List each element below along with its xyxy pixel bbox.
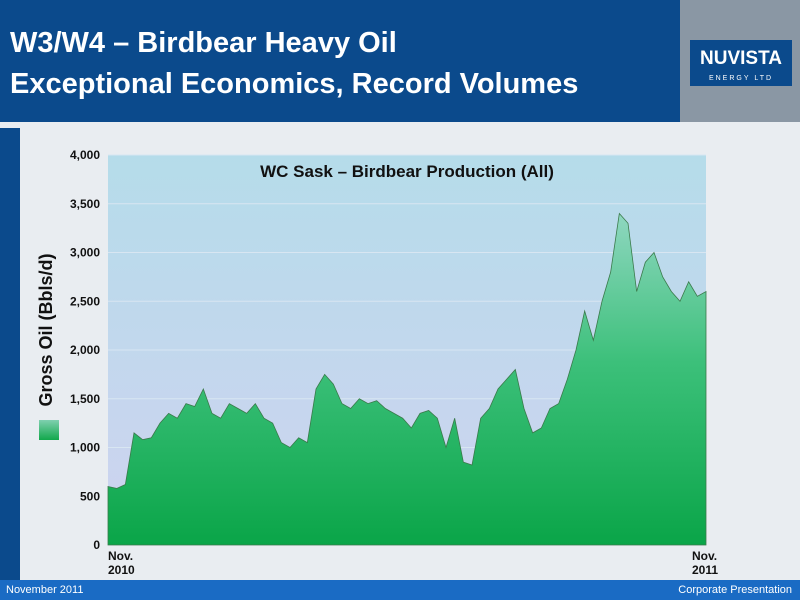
footer-left: November 2011	[6, 584, 84, 596]
side-strip	[0, 128, 20, 582]
x-tick-label: Nov. 2011	[692, 549, 719, 577]
y-tick-label: 500	[80, 489, 100, 503]
header-bar	[0, 0, 800, 122]
y-tick-label: 3,000	[70, 246, 100, 260]
y-tick-label: 1,000	[70, 441, 100, 455]
y-axis-label: Gross Oil (Bbls/d)	[36, 253, 56, 406]
y-tick-label: 0	[93, 538, 100, 552]
footer-bar	[0, 580, 800, 600]
legend-swatch	[39, 420, 59, 440]
x-tick-label: Nov. 2010	[108, 549, 135, 577]
logo-name: NUVISTA	[700, 48, 782, 69]
y-tick-label: 1,500	[70, 392, 100, 406]
title-line: Exceptional Economics, Record Volumes	[10, 68, 578, 100]
y-tick-label: 4,000	[70, 148, 100, 162]
y-tick-label: 3,500	[70, 197, 100, 211]
area	[107, 212, 707, 546]
logo-tagline: ENERGY LTD	[709, 75, 773, 82]
title-line: W3/W4 – Birdbear Heavy Oil	[10, 27, 397, 59]
y-tick-label: 2,000	[70, 343, 100, 357]
logo-box	[690, 40, 792, 86]
y-tick-label: 2,500	[70, 294, 100, 308]
chart-title: WC Sask – Birdbear Production (All)	[260, 162, 554, 181]
footer-right: Corporate Presentation	[678, 584, 792, 596]
